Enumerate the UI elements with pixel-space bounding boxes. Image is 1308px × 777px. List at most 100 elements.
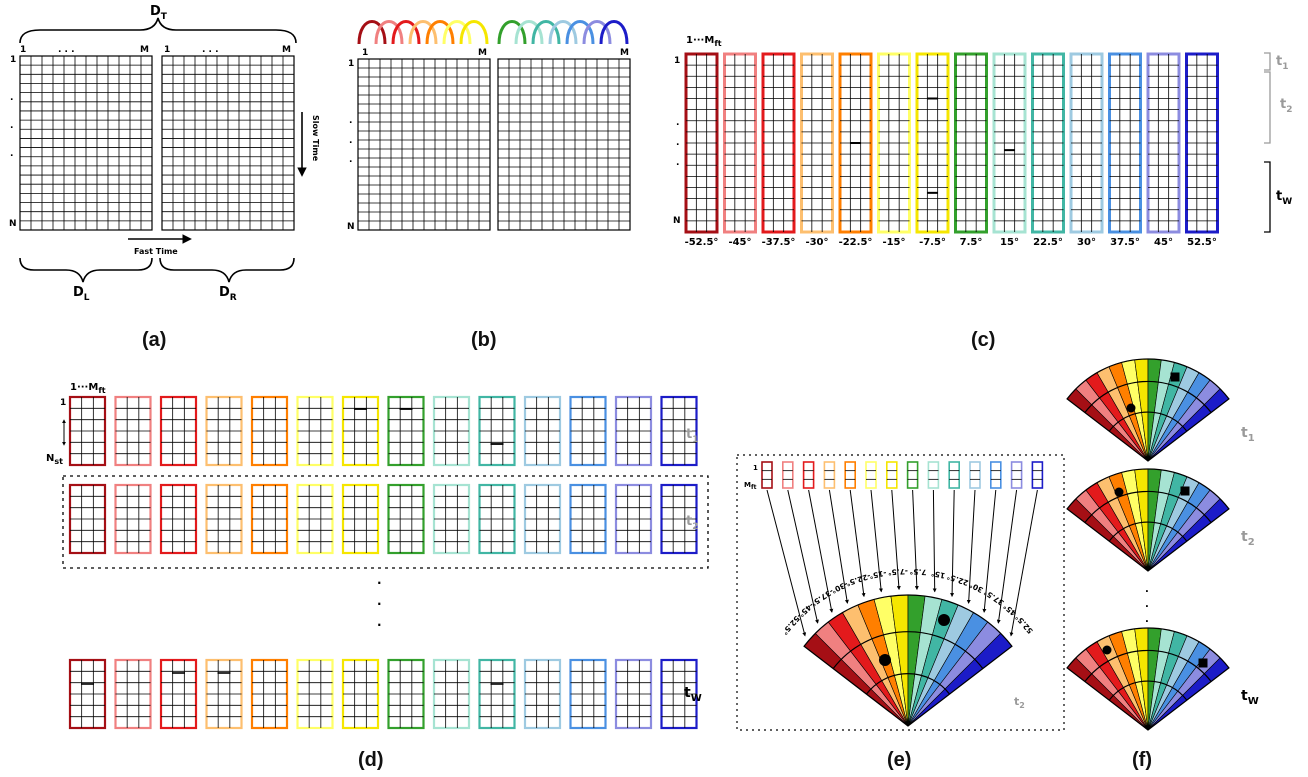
frequency-bump xyxy=(442,20,472,45)
beam-grid xyxy=(1031,52,1065,234)
frequency-bump xyxy=(408,20,438,45)
grid-b-right xyxy=(497,58,631,231)
fan-angle-label: 7.5° xyxy=(909,567,927,577)
angle-label: 30° xyxy=(1077,237,1096,248)
angle-label: -22.5° xyxy=(839,237,873,248)
range-ring xyxy=(1108,680,1188,701)
beam-arrow xyxy=(982,489,997,613)
caption-c: (c) xyxy=(971,329,995,351)
beam-grid xyxy=(660,483,698,555)
beam-grid xyxy=(838,52,873,234)
target-dot xyxy=(938,614,950,626)
beam-grid xyxy=(1146,52,1181,234)
row-dot-1: . xyxy=(676,118,679,128)
dr-brace xyxy=(159,257,295,283)
col-last: M xyxy=(478,48,487,58)
grid-border xyxy=(969,461,981,489)
dr-label: DR xyxy=(219,285,237,303)
row-dot-2: . xyxy=(10,121,13,131)
angle-label: -52.5° xyxy=(685,237,719,248)
beam-grid xyxy=(68,483,107,555)
frequency-bump xyxy=(548,20,578,45)
mini-beam xyxy=(865,461,877,489)
t2-label: t2 xyxy=(1241,529,1255,548)
t2-label: t2 xyxy=(1280,97,1292,115)
frequency-bump xyxy=(497,20,527,45)
grid-border xyxy=(761,461,773,489)
tw-label: tW xyxy=(684,685,702,704)
frequency-bump xyxy=(374,20,404,45)
t1-label: t1 xyxy=(686,427,698,445)
angle-label: 45° xyxy=(1154,237,1173,248)
mft-label: Mft xyxy=(744,481,757,491)
dashed-frame xyxy=(736,454,1065,731)
caption-e: (e) xyxy=(887,749,911,771)
t2-label: t2 xyxy=(1014,695,1025,710)
beam-arrow xyxy=(932,489,937,593)
target-square xyxy=(1170,372,1180,382)
beam-grid xyxy=(684,52,719,234)
beam-arrow xyxy=(1009,489,1038,637)
beam-grid xyxy=(205,395,243,467)
beam-grid xyxy=(478,395,516,467)
beam-grid xyxy=(68,395,107,467)
row-first: 1 xyxy=(753,464,758,472)
beam-row xyxy=(68,395,698,467)
angle-label: -7.5° xyxy=(919,237,946,248)
beam-grid xyxy=(1069,52,1104,234)
angle-label: -30° xyxy=(805,237,828,248)
mini-beams xyxy=(761,461,1044,489)
grid-border xyxy=(781,461,794,489)
beam-grid xyxy=(432,483,471,555)
mini-beam xyxy=(969,461,981,489)
fan-angle-label: 52.5° xyxy=(1013,613,1035,636)
mini-beam xyxy=(1031,461,1044,489)
beam-grid xyxy=(660,658,698,730)
dl-brace xyxy=(19,257,153,283)
col-last-left: M xyxy=(140,45,149,55)
grid-border xyxy=(989,461,1002,489)
panel-c: 1···Mft 1 . . . N -52.5° -45° -37.5° -30° -2… xyxy=(673,35,1292,351)
col-last-right: M xyxy=(282,45,291,55)
mini-beam xyxy=(989,461,1002,489)
range-ring xyxy=(1084,490,1212,523)
beam-arrow xyxy=(808,489,834,613)
vdots-3: . xyxy=(377,615,382,629)
beam-grid xyxy=(915,52,950,234)
beam-grid xyxy=(761,52,796,234)
beam-grid xyxy=(159,395,198,467)
beam-grid xyxy=(523,483,562,555)
beam-grid xyxy=(523,395,562,467)
beam-arrow xyxy=(828,489,849,604)
beam-grid xyxy=(614,483,653,555)
beam-grid xyxy=(250,395,289,467)
dl-label: DL xyxy=(73,285,90,303)
beam-grid xyxy=(296,395,334,467)
mini-beam xyxy=(885,461,898,489)
mini-beam xyxy=(906,461,919,489)
range-ring xyxy=(1084,649,1212,682)
beam-grid xyxy=(569,395,607,467)
angle-label: 7.5° xyxy=(960,237,983,248)
beam-grid xyxy=(387,658,425,730)
beam-grid xyxy=(614,658,653,730)
beam-grid xyxy=(250,483,289,555)
panel-d: 1···Mft 1 Nst . . . t1 t2 tW (d) xyxy=(46,382,709,771)
mini-beam xyxy=(844,461,857,489)
mini-beam xyxy=(823,461,836,489)
beam-fan xyxy=(803,594,1013,727)
grid-b-left xyxy=(357,58,491,231)
panel-a: DT 1 . . . M 1 . . . M 1 . . . N Slow Ti… xyxy=(9,4,320,351)
col-dots-left: . . . xyxy=(58,45,75,55)
fan-angle-label: 30° xyxy=(968,580,985,594)
target-dot xyxy=(1126,403,1136,413)
dt-brace xyxy=(19,17,297,44)
fan-outline xyxy=(803,594,1013,727)
beam-arrows xyxy=(766,489,1038,637)
beam-arrow xyxy=(950,489,955,598)
row-last: N xyxy=(9,219,17,229)
frequency-bump xyxy=(599,20,629,45)
tw-label: tW xyxy=(1276,189,1292,207)
beam-arrow xyxy=(966,489,976,604)
